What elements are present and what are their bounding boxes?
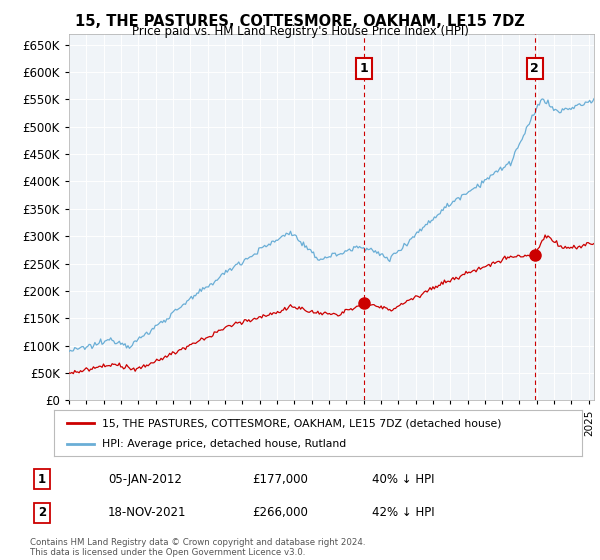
Text: HPI: Average price, detached house, Rutland: HPI: Average price, detached house, Rutl…	[101, 438, 346, 449]
Text: 1: 1	[359, 62, 368, 75]
Text: 15, THE PASTURES, COTTESMORE, OAKHAM, LE15 7DZ: 15, THE PASTURES, COTTESMORE, OAKHAM, LE…	[75, 14, 525, 29]
Text: 2: 2	[530, 62, 539, 75]
Text: £266,000: £266,000	[252, 506, 308, 520]
Text: 05-JAN-2012: 05-JAN-2012	[108, 473, 182, 486]
Text: 40% ↓ HPI: 40% ↓ HPI	[372, 473, 434, 486]
Text: Price paid vs. HM Land Registry's House Price Index (HPI): Price paid vs. HM Land Registry's House …	[131, 25, 469, 38]
Text: 42% ↓ HPI: 42% ↓ HPI	[372, 506, 434, 520]
Text: 2: 2	[38, 506, 46, 520]
Text: £177,000: £177,000	[252, 473, 308, 486]
Text: 1: 1	[38, 473, 46, 486]
Text: 18-NOV-2021: 18-NOV-2021	[108, 506, 187, 520]
Text: 15, THE PASTURES, COTTESMORE, OAKHAM, LE15 7DZ (detached house): 15, THE PASTURES, COTTESMORE, OAKHAM, LE…	[101, 418, 501, 428]
Text: Contains HM Land Registry data © Crown copyright and database right 2024.
This d: Contains HM Land Registry data © Crown c…	[30, 538, 365, 557]
